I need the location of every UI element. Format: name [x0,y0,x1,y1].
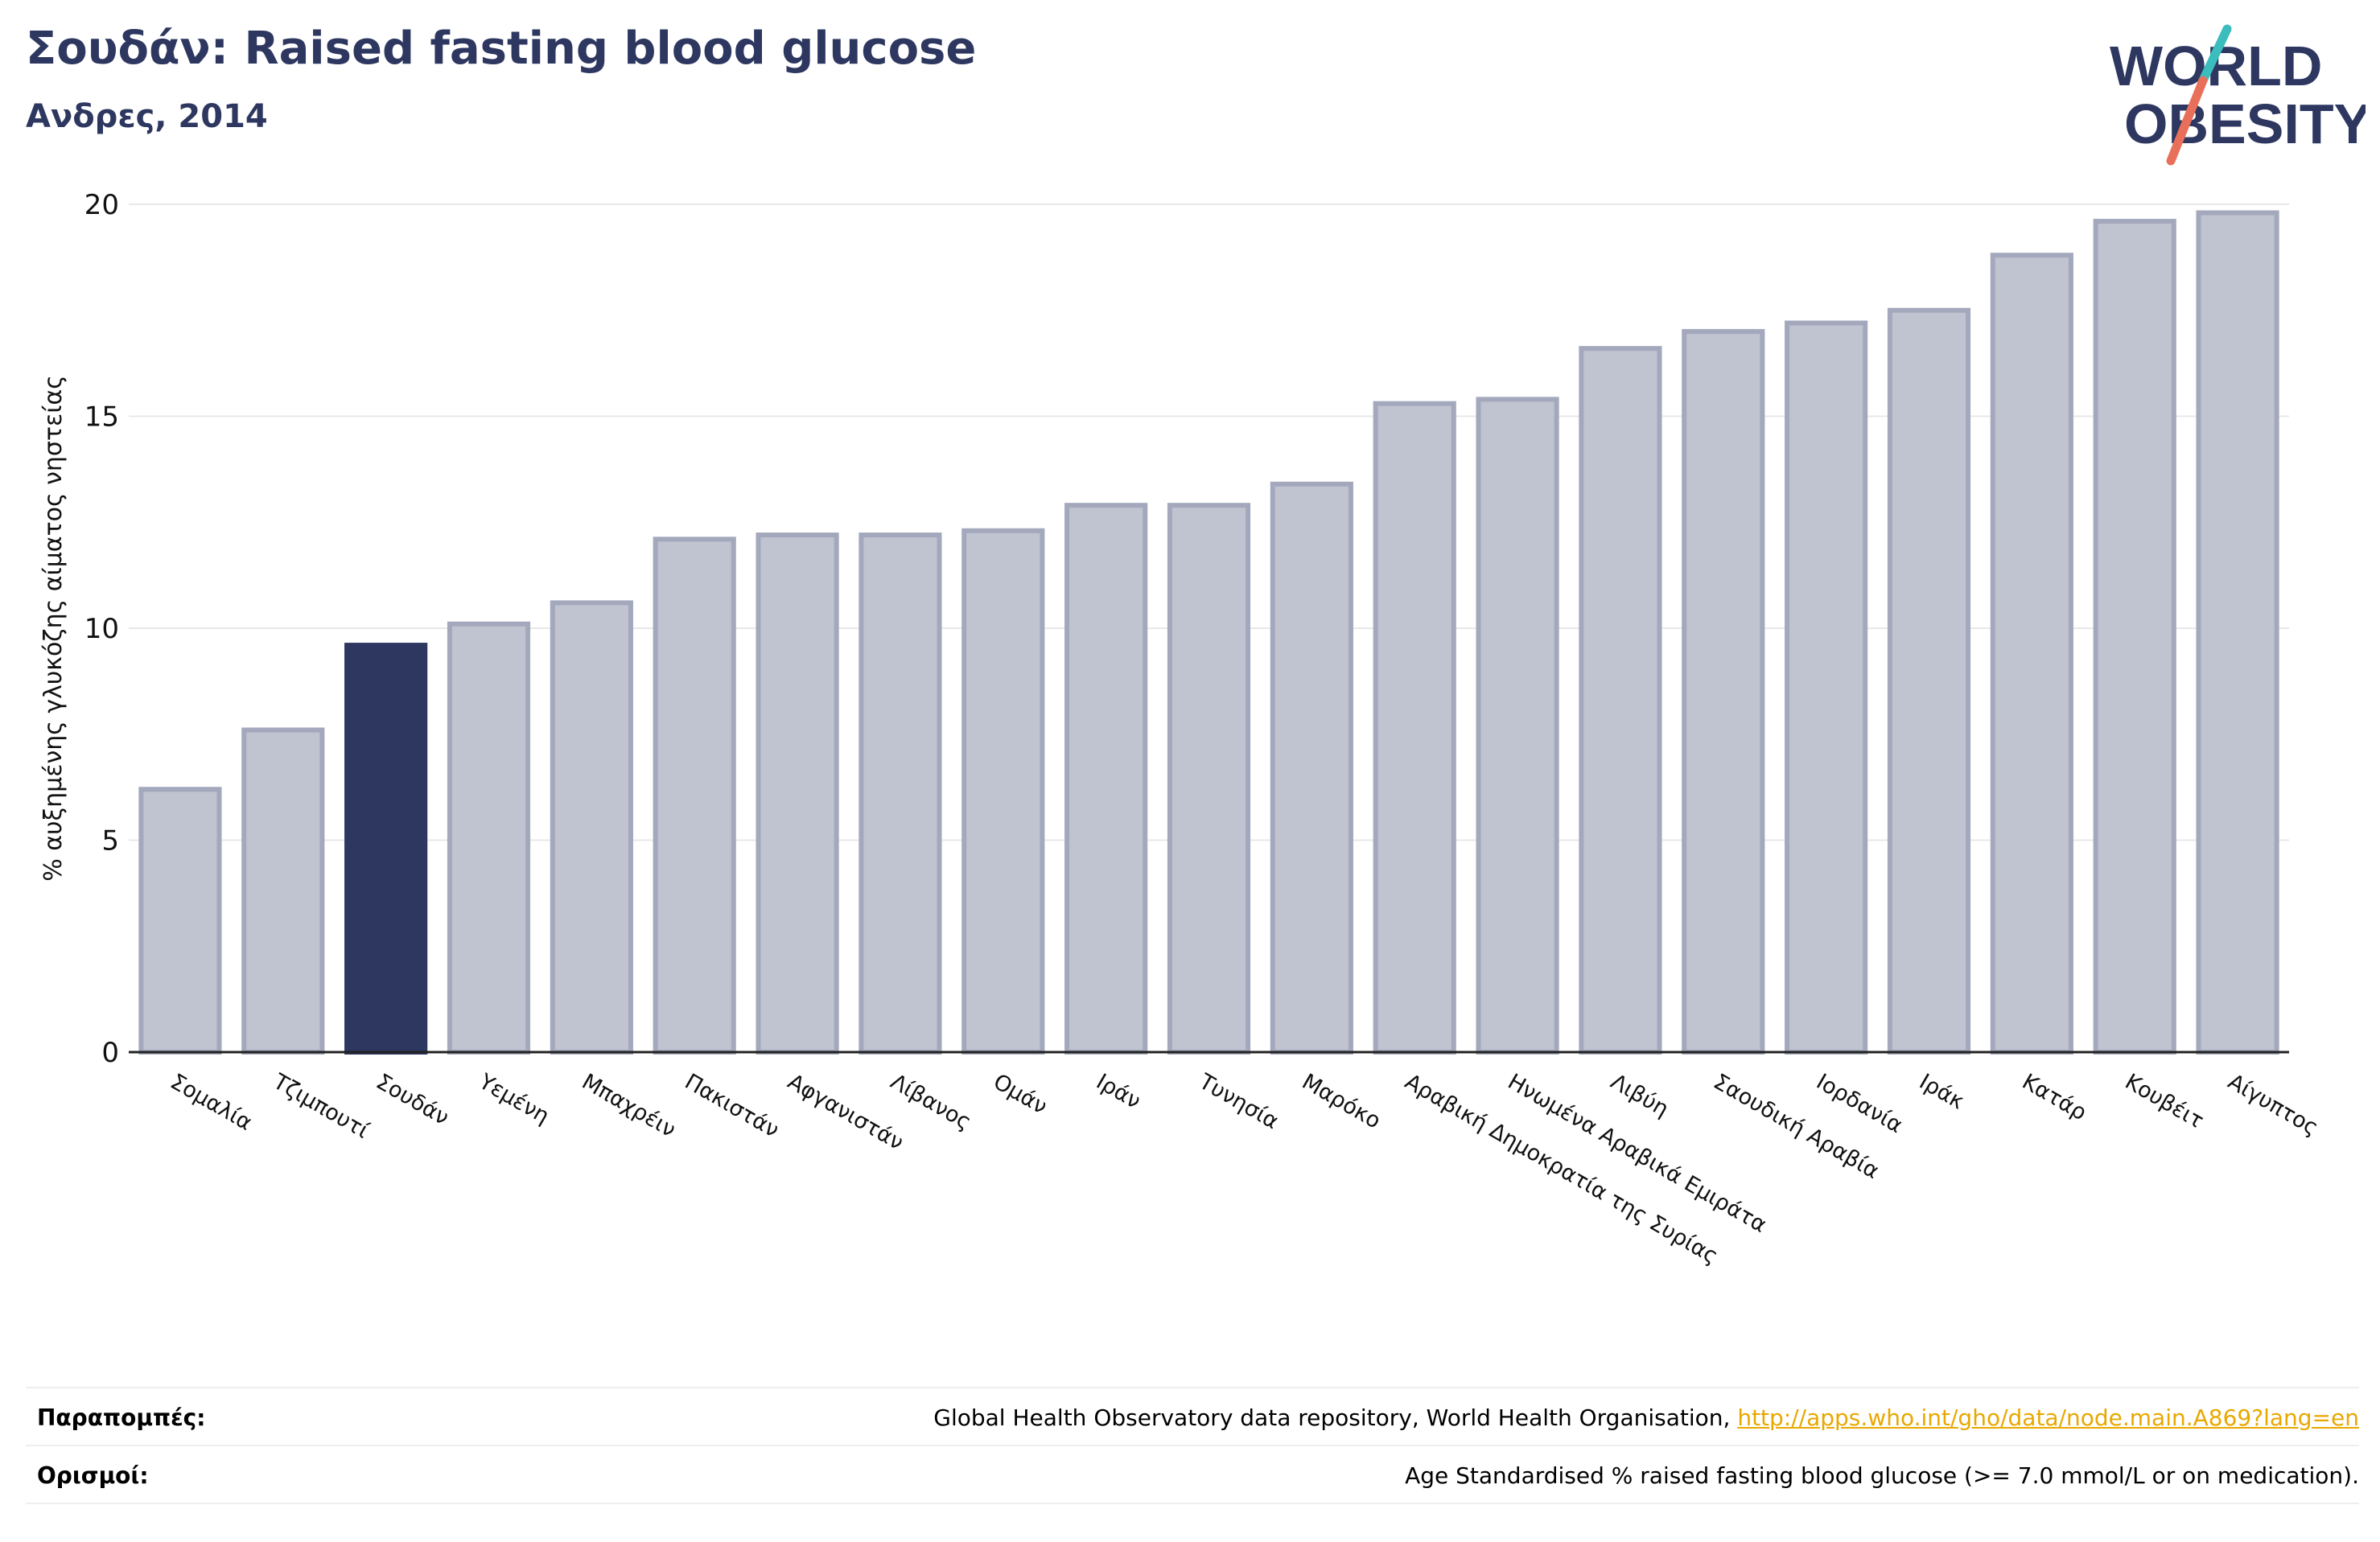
bar [447,621,531,1055]
definitions-label: Ορισμοί: [37,1462,149,1489]
y-axis-ticks: 0 5 10 15 20 [84,189,119,1069]
x-tick-label: Πακιστάν [681,1069,784,1143]
x-tick-label: Μπαχρέιν [578,1069,680,1142]
bar [550,600,633,1055]
bar [1887,307,1971,1055]
x-tick-label: Κατάρ [2018,1069,2091,1125]
y-tick-label: 15 [84,401,119,434]
logo-text-obesity: OBESITY [2124,93,2366,155]
references-text-wrap: Global Health Observatory data repositor… [933,1404,2359,1431]
footer-references-row: Παραπομπές: Global Health Observatory da… [26,1387,2359,1445]
logo-slash-bottom [2166,76,2208,166]
bar [1785,320,1868,1055]
x-tick-label: Σομαλία [166,1069,256,1136]
footer-definitions-row: Ορισμοί: Age Standardised % raised fasti… [26,1445,2359,1504]
bar [1476,397,1559,1055]
y-tick-label: 10 [84,613,119,645]
definitions-text: Age Standardised % raised fasting blood … [1405,1462,2359,1489]
references-link[interactable]: http://apps.who.int/gho/data/node.main.A… [1737,1404,2359,1431]
bar [138,787,222,1055]
x-tick-label: Τυνησία [1194,1069,1283,1135]
world-obesity-logo: WORLD OBESITY [2110,24,2366,166]
logo-slash-top [2198,24,2232,85]
x-tick-label: Ομάν [989,1069,1051,1120]
x-tick-label: Αφγανιστάν [784,1069,908,1155]
bar-highlight [344,643,428,1055]
bar [2196,210,2279,1055]
bar [2093,219,2176,1055]
x-tick-label: Αίγυπτος [2224,1069,2323,1141]
x-tick-label: Ιράν [1092,1069,1145,1114]
y-tick-label: 0 [101,1037,119,1069]
x-tick-label: Λιβύη [1606,1069,1673,1122]
bar [1064,503,1148,1055]
y-tick-label: 20 [84,189,119,221]
x-tick-label: Κουβέιτ [2121,1069,2208,1133]
x-tick-label: Σουδάν [372,1069,453,1130]
x-tick-label: Σαουδική Αραβία [1709,1069,1883,1184]
bar [1682,329,1765,1055]
x-tick-label: Μαρόκο [1298,1069,1385,1133]
x-tick-label: Ιορδανία [1812,1069,1907,1138]
chart-title: Σουδάν: Raised fasting blood glucose [26,23,977,75]
references-label: Παραπομπές: [37,1404,206,1431]
bar [859,533,942,1055]
bar [756,533,839,1055]
bar [1373,401,1456,1055]
bars [138,210,2279,1055]
bar [241,727,325,1055]
x-tick-label: Λίβανος [886,1069,975,1135]
y-axis-label: % αυξημένης γλυκόζης αίματος νηστείας [39,375,68,881]
x-tick-label: Τζιμπουτί [268,1069,373,1144]
chart-subtitle: Ανδρες, 2014 [26,98,268,135]
bar [1579,346,1662,1055]
x-tick-label: Ιράκ [1915,1069,1969,1114]
bar [653,537,736,1055]
x-tick-label: Υεμένη [474,1069,554,1129]
references-text: Global Health Observatory data repositor… [933,1404,1738,1431]
bar [961,528,1045,1055]
bar [1990,253,2073,1055]
bar [1270,481,1353,1055]
y-tick-label: 5 [101,825,119,857]
bar [1167,503,1251,1055]
